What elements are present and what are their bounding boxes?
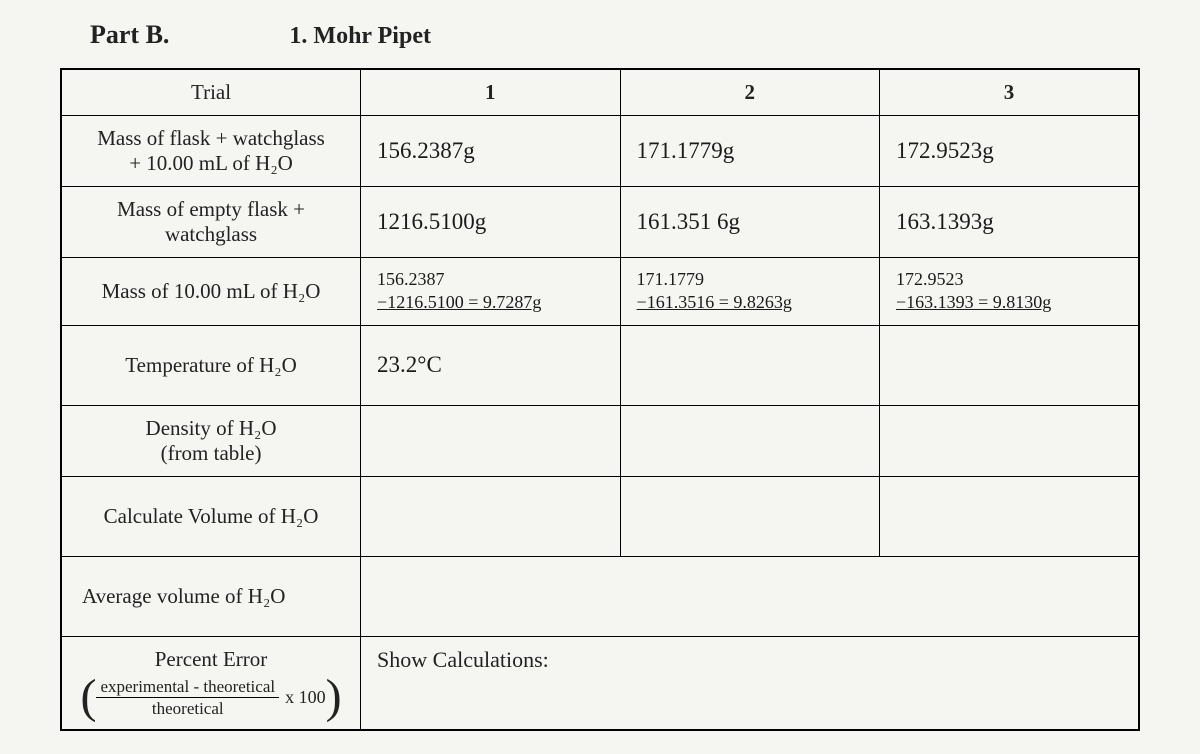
part-label: Part B. <box>90 20 169 50</box>
mass-full-3: 172.9523g <box>880 116 1140 187</box>
trial-header: Trial <box>61 69 361 116</box>
percent-error-title: Percent Error <box>155 647 268 672</box>
mass-full-row: Mass of flask + watchglass + 10.00 mL of… <box>61 116 1139 187</box>
percent-error-label: Percent Error ( experimental - theoretic… <box>61 636 361 730</box>
temperature-label: Temperature of H₂O <box>61 325 361 405</box>
show-calculations: Show Calculations: <box>361 636 1139 730</box>
mass-full-2: 171.1779g <box>620 116 879 187</box>
mass-water-2: 171.1779 −161.3516 = 9.8263g <box>620 258 879 326</box>
temperature-3 <box>880 325 1140 405</box>
calc-volume-3 <box>880 476 1140 556</box>
mass-water-1: 156.2387 −1216.5100 = 9.7287g <box>361 258 621 326</box>
calc-volume-2 <box>620 476 879 556</box>
avg-volume-row: Average volume of H₂O <box>61 556 1139 636</box>
header-row: Trial 1 2 3 <box>61 69 1139 116</box>
data-table: Trial 1 2 3 Mass of flask + watchglass +… <box>60 68 1140 731</box>
mass-full-1: 156.2387g <box>361 116 621 187</box>
calc-volume-row: Calculate Volume of H₂O <box>61 476 1139 556</box>
temperature-row: Temperature of H₂O 23.2°C <box>61 325 1139 405</box>
mass-water-label: Mass of 10.00 mL of H₂O <box>61 258 361 326</box>
percent-error-formula: ( experimental - theoretical theoretical… <box>80 676 341 720</box>
density-row: Density of H₂O (from table) <box>61 405 1139 476</box>
avg-volume-value <box>361 556 1139 636</box>
avg-volume-label: Average volume of H₂O <box>61 556 361 636</box>
mass-full-label: Mass of flask + watchglass + 10.00 mL of… <box>61 116 361 187</box>
mass-empty-2: 161.351 6g <box>620 187 879 258</box>
density-1 <box>361 405 621 476</box>
percent-error-row: Percent Error ( experimental - theoretic… <box>61 636 1139 730</box>
calc-volume-label: Calculate Volume of H₂O <box>61 476 361 556</box>
mass-empty-label: Mass of empty flask + watchglass <box>61 187 361 258</box>
temperature-2 <box>620 325 879 405</box>
section-label: 1. Mohr Pipet <box>289 23 431 50</box>
calc-volume-1 <box>361 476 621 556</box>
mass-water-row: Mass of 10.00 mL of H₂O 156.2387 −1216.5… <box>61 258 1139 326</box>
mass-water-3: 172.9523 −163.1393 = 9.8130g <box>880 258 1140 326</box>
col-1-header: 1 <box>361 69 621 116</box>
density-3 <box>880 405 1140 476</box>
temperature-1: 23.2°C <box>361 325 621 405</box>
density-label: Density of H₂O (from table) <box>61 405 361 476</box>
mass-empty-3: 163.1393g <box>880 187 1140 258</box>
col-3-header: 3 <box>880 69 1140 116</box>
col-2-header: 2 <box>620 69 879 116</box>
mass-empty-1: 1216.5100g <box>361 187 621 258</box>
mass-empty-row: Mass of empty flask + watchglass 1216.51… <box>61 187 1139 258</box>
density-2 <box>620 405 879 476</box>
